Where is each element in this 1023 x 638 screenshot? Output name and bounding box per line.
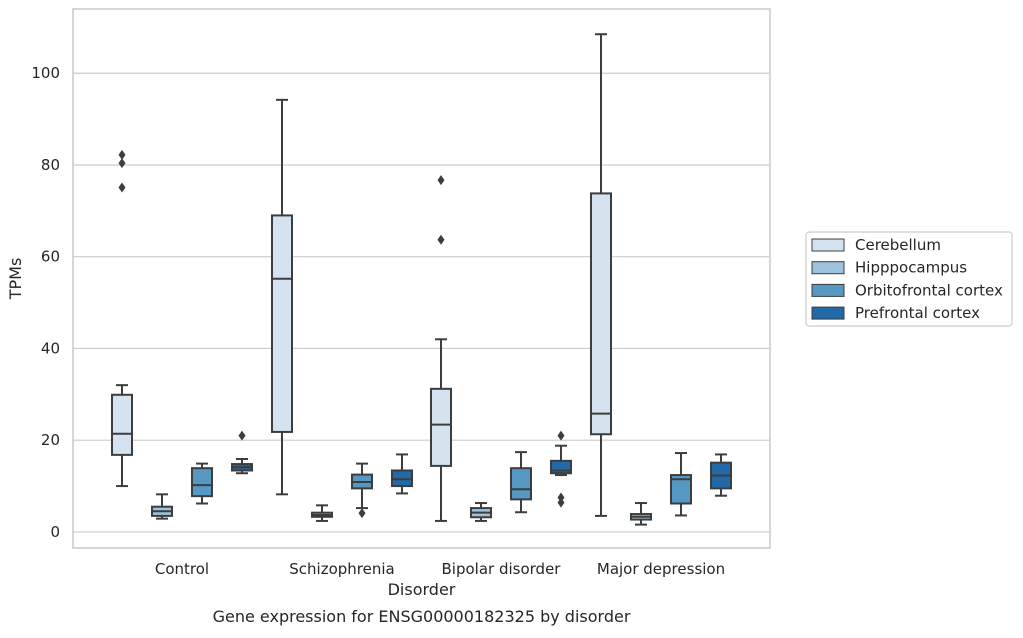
- series-3: [231, 430, 732, 508]
- chart-caption: Gene expression for ENSG00000182325 by d…: [213, 607, 631, 626]
- plot-frame: [72, 8, 771, 549]
- box-series: [111, 33, 732, 526]
- x-tick-label: Major depression: [597, 560, 725, 578]
- box-group: [271, 98, 293, 496]
- box-group: [670, 452, 692, 517]
- box-group: [710, 453, 732, 497]
- legend-swatch: [811, 238, 845, 252]
- outlier-point: [437, 234, 445, 245]
- y-axis-label: TPMs: [6, 258, 25, 301]
- y-tick-label: 20: [41, 431, 60, 449]
- legend-swatch: [811, 261, 845, 275]
- box: [271, 214, 293, 433]
- box-group: [231, 430, 253, 475]
- outlier-point: [118, 149, 126, 160]
- box-group: [151, 493, 173, 520]
- series-0: [111, 33, 612, 522]
- gridlines: [73, 72, 770, 533]
- box-group: [470, 502, 492, 522]
- box: [111, 393, 133, 456]
- series-1: [151, 493, 652, 526]
- box-group: [391, 453, 413, 495]
- box: [670, 474, 692, 505]
- box: [510, 467, 532, 501]
- outlier-point: [557, 497, 565, 508]
- legend-label: Prefrontal cortex: [855, 304, 980, 322]
- y-tick-label: 100: [31, 64, 60, 82]
- x-tick-label: Control: [155, 560, 209, 578]
- box-group: [311, 504, 333, 522]
- x-tick-label: Schizophrenia: [289, 560, 394, 578]
- box-group: [590, 33, 612, 517]
- legend-label: Hipppocampus: [855, 259, 967, 277]
- box-group: [111, 149, 133, 488]
- box-group: [510, 451, 532, 514]
- legend: Cerebellum Hipppocampus Orbitofrontal cort…: [805, 231, 1013, 327]
- y-tick-label: 60: [41, 248, 60, 266]
- y-tick-label: 0: [50, 523, 60, 541]
- box: [191, 467, 213, 498]
- y-tick-label: 40: [41, 339, 60, 357]
- outlier-point: [437, 175, 445, 186]
- outlier-point: [557, 430, 565, 441]
- x-axis-label: Disorder: [388, 580, 456, 599]
- legend-swatch: [811, 306, 845, 320]
- box-group: [351, 462, 373, 519]
- box-group: [430, 175, 452, 522]
- legend-label: Cerebellum: [855, 236, 941, 254]
- box-group: [191, 462, 213, 505]
- y-tick-label: 80: [41, 156, 60, 174]
- y-tick-labels: 0 20 40 60 80 100: [31, 64, 60, 541]
- legend-frame: [805, 231, 1013, 327]
- outlier-point: [118, 182, 126, 193]
- x-tick-labels: Control Schizophrenia Bipolar disorder Majo…: [155, 560, 725, 578]
- outlier-point: [557, 492, 565, 503]
- legend-swatch: [811, 283, 845, 297]
- box: [590, 192, 612, 436]
- box-group: [630, 502, 652, 526]
- outlier-point: [358, 508, 366, 519]
- x-tick-label: Bipolar disorder: [442, 560, 562, 578]
- outlier-point: [238, 430, 246, 441]
- box: [430, 387, 452, 467]
- box-group: [550, 430, 572, 508]
- outlier-point: [118, 158, 126, 169]
- legend-label: Orbitofrontal cortex: [855, 281, 1003, 299]
- series-2: [191, 451, 692, 519]
